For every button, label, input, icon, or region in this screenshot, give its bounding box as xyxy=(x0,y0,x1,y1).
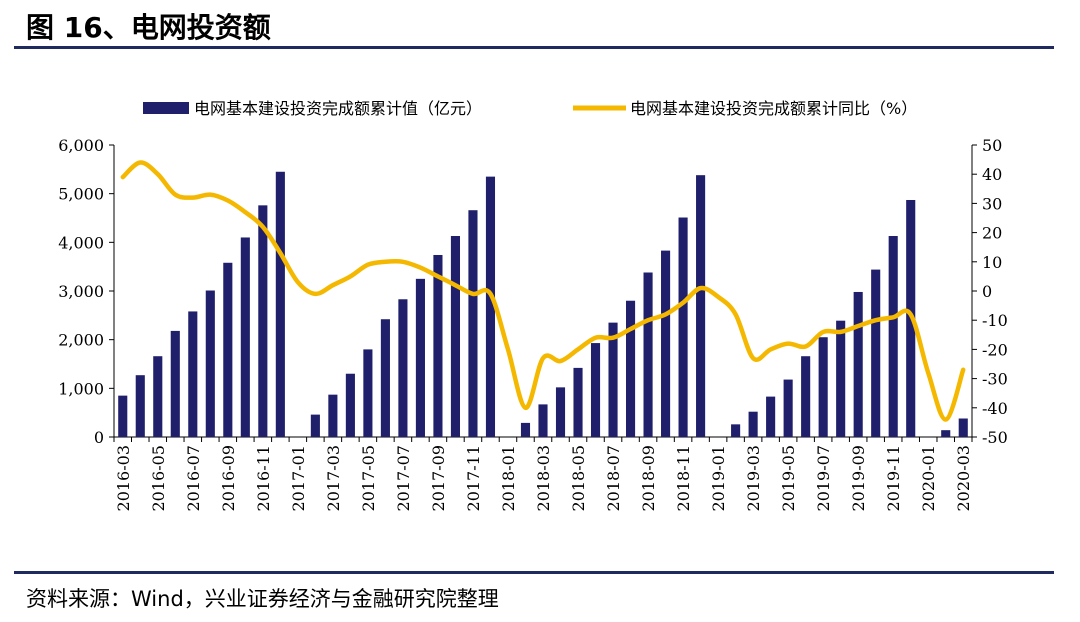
bar xyxy=(958,418,968,437)
bar xyxy=(801,356,811,437)
bar xyxy=(275,171,285,437)
y-right-tick-label: 10 xyxy=(982,253,1002,272)
bar xyxy=(871,269,881,437)
bar xyxy=(853,291,863,437)
y-left-tick-label: 4,000 xyxy=(58,233,104,252)
x-tick-label: 2018-03 xyxy=(534,445,553,511)
bar xyxy=(345,373,355,437)
source-note: 资料来源：Wind，兴业证券经济与金融研究院整理 xyxy=(26,587,499,611)
bar xyxy=(625,300,636,437)
bar xyxy=(520,422,531,437)
x-tick-label: 2016-03 xyxy=(114,445,133,511)
bar xyxy=(468,210,478,437)
y-right-tick-label: 30 xyxy=(982,194,1002,213)
y-right-tick-label: 0 xyxy=(982,282,992,301)
bar xyxy=(118,395,128,437)
bar xyxy=(941,430,951,437)
x-tick-label: 2016-11 xyxy=(254,445,273,511)
bar xyxy=(328,394,338,437)
bar xyxy=(731,424,741,437)
bar xyxy=(643,272,653,437)
x-tick-label: 2019-11 xyxy=(884,445,903,511)
title-rule xyxy=(14,46,1054,49)
yoy-line-path xyxy=(120,160,966,422)
bar xyxy=(678,217,688,437)
bar xyxy=(363,349,373,437)
axes: 0 1,000 2,000 3,000 4,000 5,000 6,000 -50 -40 -30… xyxy=(58,136,1008,511)
bar xyxy=(450,236,461,437)
y-right-tick-label: 40 xyxy=(982,165,1002,184)
y-right-tick-label: -50 xyxy=(982,428,1008,447)
y-right-tick-label: -40 xyxy=(982,399,1008,418)
bar xyxy=(223,262,233,437)
bar xyxy=(573,367,583,437)
legend-line-label: 电网基本建设投资完成额累计同比（%） xyxy=(630,99,917,118)
bar xyxy=(783,379,793,437)
x-tick-label: 2017-09 xyxy=(429,445,448,511)
bar xyxy=(433,254,443,437)
bar xyxy=(748,411,758,437)
bar xyxy=(836,320,846,437)
y-right-tick-label: -10 xyxy=(982,311,1008,330)
bar xyxy=(135,375,145,437)
x-tick-label: 2018-11 xyxy=(674,445,693,511)
y-left-tick-label: 6,000 xyxy=(58,136,104,155)
y-right-tick-label: 50 xyxy=(982,136,1002,155)
x-tick-label: 2019-07 xyxy=(814,445,833,511)
bar xyxy=(188,311,198,437)
bar xyxy=(538,404,548,437)
x-tick-label: 2016-09 xyxy=(219,445,238,511)
legend: 电网基本建设投资完成额累计值（亿元） 电网基本建设投资完成额累计同比（%） xyxy=(143,99,917,118)
bar xyxy=(485,176,496,437)
legend-bar-swatch xyxy=(143,102,189,114)
y-left-tick-label: 5,000 xyxy=(58,185,104,204)
bar xyxy=(608,322,618,437)
bar xyxy=(170,330,180,437)
yoy-line xyxy=(120,160,966,422)
y-left-tick-label: 0 xyxy=(94,428,104,447)
y-right-tick-label: -20 xyxy=(982,340,1008,359)
x-tick-label: 2020-03 xyxy=(954,445,973,511)
x-tick-label: 2017-11 xyxy=(464,445,483,511)
bar xyxy=(415,278,425,437)
bar xyxy=(310,414,320,437)
x-tick-label: 2017-05 xyxy=(359,445,378,511)
footer-rule xyxy=(14,571,1054,574)
x-tick-label: 2019-05 xyxy=(779,445,798,511)
bar xyxy=(258,205,268,437)
bar xyxy=(153,356,163,437)
y-left-tick-label: 2,000 xyxy=(58,331,104,350)
bar xyxy=(590,343,601,437)
bar xyxy=(661,250,671,437)
y-left-tick-label: 1,000 xyxy=(58,379,104,398)
x-tick-label: 2018-05 xyxy=(569,445,588,511)
y-left-tick-label: 3,000 xyxy=(58,282,104,301)
x-tick-label: 2017-03 xyxy=(324,445,343,511)
x-tick-label: 2018-09 xyxy=(639,445,658,511)
bar xyxy=(766,396,776,437)
bar xyxy=(696,175,706,437)
x-tick-label: 2018-07 xyxy=(604,445,623,511)
bar xyxy=(380,319,390,437)
bar xyxy=(555,387,566,437)
x-tick-label: 2017-07 xyxy=(394,445,413,511)
chart: 电网基本建设投资完成额累计值（亿元） 电网基本建设投资完成额累计同比（%） 0 1… xyxy=(58,99,1008,511)
x-tick-label: 2017-01 xyxy=(289,445,308,511)
bar xyxy=(818,337,828,437)
bar xyxy=(888,236,898,437)
bar xyxy=(398,299,408,437)
x-tick-label: 2020-01 xyxy=(919,445,938,511)
y-right-tick-label: -30 xyxy=(982,370,1008,389)
bar xyxy=(240,237,250,437)
x-tick-label: 2016-05 xyxy=(149,445,168,511)
x-tick-label: 2019-09 xyxy=(849,445,868,511)
x-tick-label: 2019-03 xyxy=(744,445,763,511)
x-tick-label: 2019-01 xyxy=(709,445,728,511)
x-tick-label: 2018-01 xyxy=(499,445,518,511)
y-right-tick-label: 20 xyxy=(982,224,1002,243)
figure-title: 图 16、电网投资额 xyxy=(26,11,271,44)
bar xyxy=(205,290,215,437)
legend-bar-label: 电网基本建设投资完成额累计值（亿元） xyxy=(194,99,482,118)
x-tick-label: 2016-07 xyxy=(184,445,203,511)
